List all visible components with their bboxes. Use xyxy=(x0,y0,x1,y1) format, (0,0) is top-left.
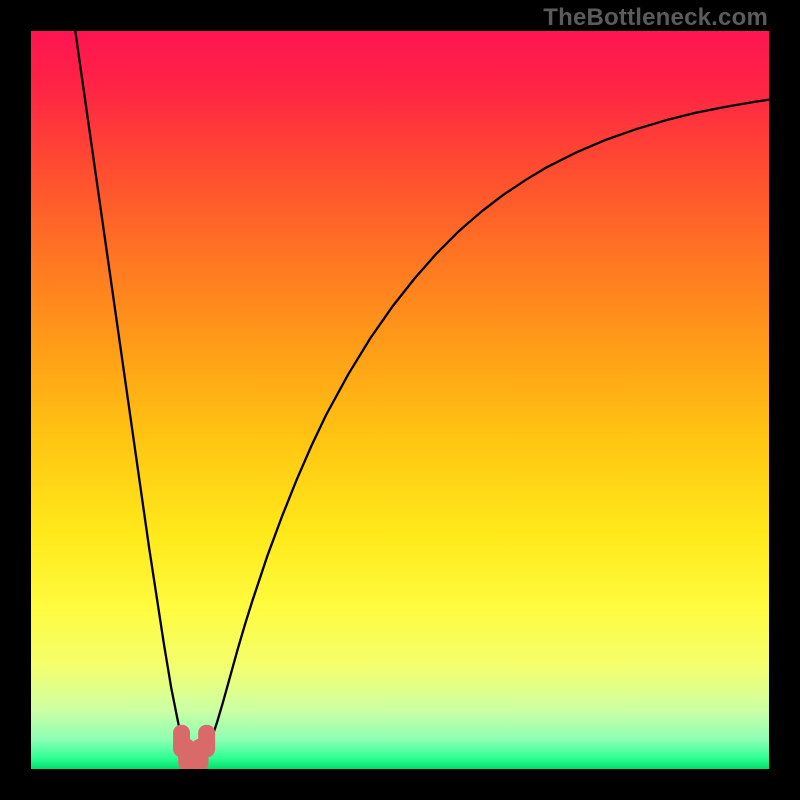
trough-marker xyxy=(198,725,215,757)
curve-svg xyxy=(31,31,769,769)
chart-plot-area xyxy=(31,31,769,769)
watermark-text: TheBottleneck.com xyxy=(543,4,768,32)
chart-background xyxy=(31,31,769,769)
